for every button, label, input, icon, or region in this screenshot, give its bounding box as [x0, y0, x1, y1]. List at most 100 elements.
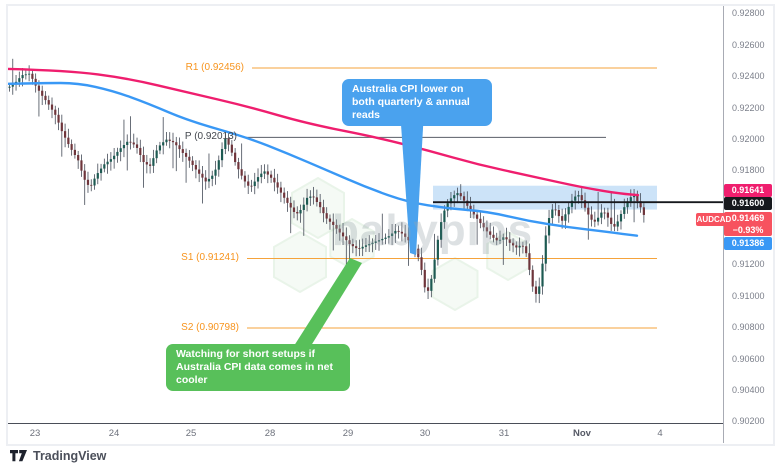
candle	[371, 242, 374, 245]
x-tick-label: 23	[29, 428, 41, 439]
candle	[158, 145, 162, 151]
candle	[80, 160, 83, 171]
candle	[181, 149, 184, 153]
candle	[41, 90, 44, 96]
tradingview-logo-icon[interactable]	[10, 450, 27, 462]
candle	[639, 201, 642, 208]
candle	[126, 141, 129, 145]
candle	[162, 142, 165, 146]
candle	[541, 263, 544, 287]
y-tick-label: 0.92800	[732, 8, 765, 19]
candle	[289, 202, 292, 208]
cpi-callout-stem[interactable]	[400, 110, 424, 255]
candle	[394, 230, 397, 234]
candle	[211, 175, 214, 179]
candle	[312, 196, 315, 198]
resistance-price-label: 0.91600	[724, 197, 772, 210]
short-setup-callout[interactable]: Watching for short setups if Australia C…	[166, 344, 350, 391]
short-setup-callout-stem[interactable]	[292, 258, 362, 349]
candle	[145, 162, 148, 165]
candle	[534, 286, 538, 294]
y-tick-label: 0.90400	[732, 384, 765, 395]
tradingview-brand-text[interactable]: TradingView	[33, 449, 107, 463]
candle	[358, 248, 361, 249]
candle	[11, 84, 14, 87]
candle	[449, 198, 453, 204]
moving-averages-layer	[8, 67, 640, 237]
candle	[103, 164, 106, 169]
candle	[525, 246, 528, 254]
candle	[171, 140, 175, 143]
candle	[214, 169, 217, 176]
candle	[106, 161, 109, 165]
price-axis[interactable]: 0.92800 0.92600 0.92400 0.92200 0.92000 0.918…	[724, 6, 773, 443]
candle	[149, 164, 152, 166]
candle	[77, 154, 80, 161]
candle	[557, 210, 560, 217]
candle	[456, 193, 459, 196]
y-tick-label: 0.91200	[732, 259, 765, 270]
candle	[482, 223, 485, 228]
time-axis-line	[8, 423, 723, 424]
candle	[129, 141, 132, 143]
candle	[217, 160, 220, 170]
candle	[63, 131, 67, 138]
candle	[90, 184, 93, 186]
candle	[234, 152, 237, 163]
x-tick-label: 4	[657, 428, 663, 439]
pink-ma-line[interactable]	[8, 67, 640, 197]
candle	[57, 114, 60, 123]
candle	[338, 228, 341, 233]
candle	[348, 240, 351, 245]
pink-ma-price-label: 0.91641	[724, 184, 772, 197]
y-tick-label: 0.91800	[732, 165, 765, 176]
candle	[377, 240, 381, 242]
candle	[597, 217, 600, 222]
chart-pane[interactable]	[8, 6, 723, 423]
cpi-callout[interactable]: Australia CPI lower on both quarterly & …	[342, 79, 492, 126]
candle	[220, 148, 224, 161]
candle	[341, 232, 345, 237]
candle	[476, 214, 479, 219]
candle	[207, 178, 211, 182]
candle	[93, 178, 96, 186]
candle	[113, 155, 116, 160]
candle	[492, 234, 495, 238]
candle	[561, 216, 564, 221]
candle	[351, 244, 354, 247]
candle	[279, 187, 283, 193]
candle	[551, 209, 554, 219]
hexagon-watermark-icon	[273, 230, 327, 294]
candle	[276, 182, 279, 188]
candle	[256, 177, 260, 182]
time-axis[interactable]: 23 24 25 28 29 30 31 Nov 4	[8, 424, 723, 442]
hexagon-watermark-icon	[486, 230, 530, 282]
candle	[315, 197, 318, 203]
callout-stems-layer	[292, 110, 424, 349]
candle	[511, 242, 515, 246]
candle	[18, 78, 21, 82]
candle	[587, 207, 590, 215]
candle	[368, 244, 371, 246]
candle	[528, 253, 531, 270]
candle	[564, 214, 567, 221]
candle	[469, 205, 472, 211]
candle	[466, 200, 469, 206]
candle	[122, 144, 126, 149]
candle	[302, 204, 305, 210]
candle	[567, 206, 570, 215]
blue-ma-line[interactable]	[8, 81, 639, 237]
candle	[178, 145, 181, 150]
candle	[191, 160, 194, 166]
pivot-label-s2: S2 (0.90798)	[181, 321, 239, 333]
tradingview-attribution[interactable]: TradingView	[10, 447, 106, 465]
candle	[554, 209, 557, 211]
symbol-badge: AUDCAD	[696, 213, 732, 226]
candle	[404, 233, 407, 237]
candle	[73, 149, 76, 155]
candle	[430, 278, 433, 291]
candle	[309, 196, 312, 198]
candle	[462, 196, 466, 201]
candle	[479, 218, 482, 224]
candle	[384, 237, 387, 239]
